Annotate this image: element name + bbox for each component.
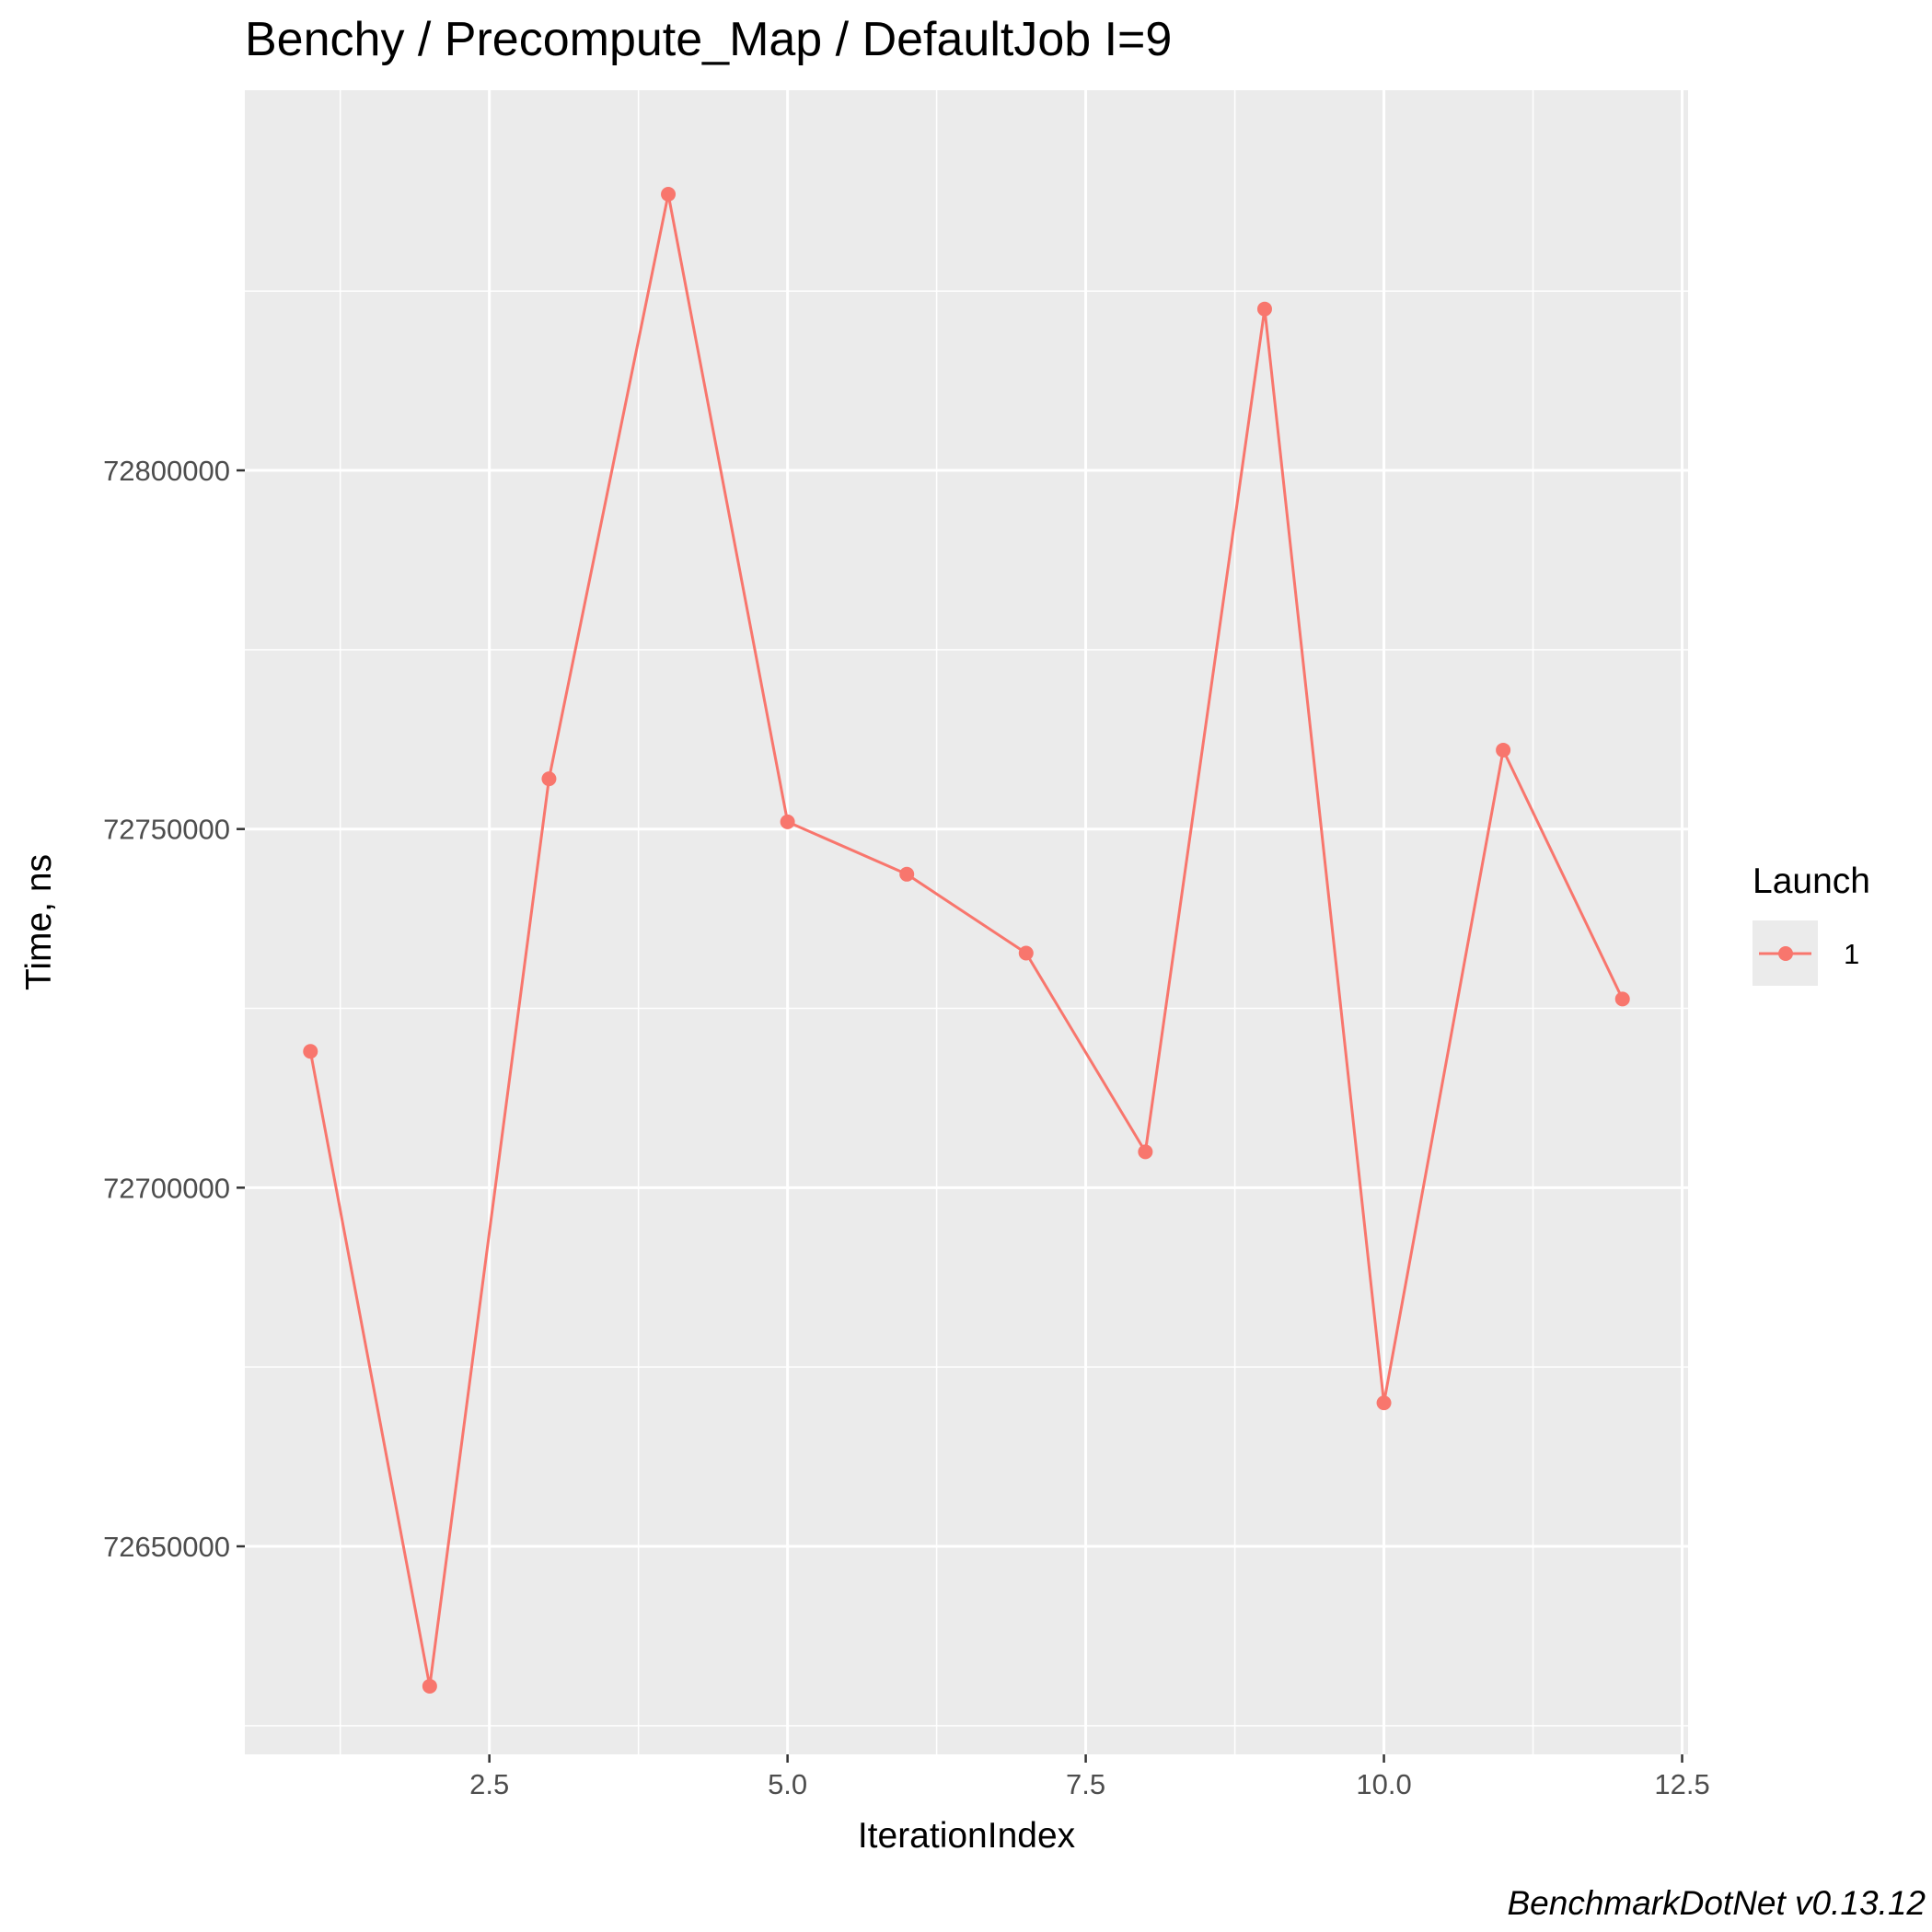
plot-panel xyxy=(245,90,1688,1754)
data-point xyxy=(1256,301,1272,317)
data-point xyxy=(422,1678,437,1694)
data-point xyxy=(303,1044,318,1059)
legend-key-point xyxy=(1778,946,1793,961)
caption: BenchmarkDotNet v0.13.12 xyxy=(1507,1884,1926,1922)
x-axis: 2.5 5.0 7.5 10.0 12.5 xyxy=(469,1754,1710,1800)
chart-title: Benchy / Precompute_Map / DefaultJob I=9 xyxy=(245,13,1172,66)
y-tick-label: 72800000 xyxy=(103,455,230,487)
x-tick-label: 5.0 xyxy=(768,1768,807,1800)
data-point xyxy=(1614,991,1630,1007)
data-point xyxy=(899,866,915,882)
y-axis: 72650000 72700000 72750000 72800000 xyxy=(103,455,245,1563)
x-tick-label: 2.5 xyxy=(469,1768,509,1800)
data-point xyxy=(541,771,557,787)
data-point xyxy=(1376,1395,1392,1411)
legend: Launch 1 xyxy=(1753,862,1870,986)
y-tick-label: 72750000 xyxy=(103,814,230,846)
series-layer xyxy=(303,187,1630,1694)
minor-gridlines xyxy=(245,90,1688,1754)
legend-title: Launch xyxy=(1753,862,1870,901)
y-axis-title: Time, ns xyxy=(19,854,59,990)
x-tick-label: 7.5 xyxy=(1066,1768,1105,1800)
y-tick-label: 72650000 xyxy=(103,1531,230,1563)
y-tick-label: 72700000 xyxy=(103,1172,230,1204)
data-point xyxy=(1018,945,1034,961)
data-point xyxy=(1138,1144,1153,1160)
major-gridlines xyxy=(245,90,1688,1754)
x-axis-title: IterationIndex xyxy=(858,1816,1076,1856)
data-point xyxy=(661,187,677,202)
x-tick-label: 12.5 xyxy=(1654,1768,1709,1800)
x-tick-label: 10.0 xyxy=(1356,1768,1411,1800)
data-point xyxy=(1496,742,1511,758)
legend-label: 1 xyxy=(1844,938,1859,970)
data-point xyxy=(780,814,795,829)
series-line xyxy=(308,192,1625,1688)
